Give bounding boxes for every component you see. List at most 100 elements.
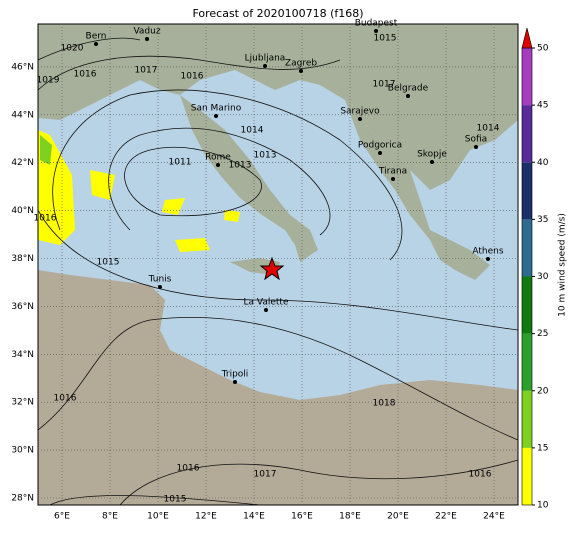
- lon-tick-label: 8°E: [102, 512, 118, 522]
- city-marker: [374, 29, 378, 33]
- balkans: [345, 100, 490, 280]
- colorbar-tick-label: 50: [537, 44, 549, 54]
- city-label: Athens: [472, 247, 503, 257]
- lon-tick-label: 20°E: [387, 512, 409, 522]
- lon-tick-label: 6°E: [54, 512, 70, 522]
- lat-tick-label: 30°N: [11, 446, 34, 456]
- lon-tick-label: 14°E: [243, 512, 265, 522]
- city-marker: [214, 114, 218, 118]
- africa: [38, 270, 518, 505]
- isobar: [38, 55, 341, 91]
- lat-tick-label: 32°N: [11, 398, 34, 408]
- isobar-label: 1016: [181, 72, 204, 82]
- city-marker: [486, 257, 490, 261]
- isobar-label: 1014: [241, 126, 264, 136]
- city-marker: [378, 151, 382, 155]
- city-label: Rome: [205, 153, 231, 163]
- colorbar-tick-label: 35: [537, 215, 548, 225]
- city-label: Sarajevo: [340, 107, 380, 117]
- lon-tick-label: 16°E: [291, 512, 313, 522]
- location-star: [259, 256, 285, 281]
- colorbar-tick-label: 30: [537, 272, 549, 282]
- colorbar-segment: [522, 276, 532, 334]
- isobar-label: 1013: [229, 161, 252, 171]
- city-marker: [94, 42, 98, 46]
- isobar: [124, 146, 262, 217]
- city-marker: [391, 177, 395, 181]
- colorbar-segment: [522, 162, 532, 220]
- isobar-label: 1016: [177, 464, 200, 474]
- city-marker: [358, 117, 362, 121]
- city-label: Zagreb: [285, 59, 317, 69]
- map-area: [38, 24, 518, 505]
- isobar: [38, 37, 141, 61]
- map-frame: [37, 23, 519, 506]
- colorbar-tick-label: 10: [537, 501, 549, 511]
- isobar-label: 1019: [37, 76, 60, 86]
- lat-tick-label: 34°N: [11, 350, 34, 360]
- city-label: Skopje: [417, 150, 447, 160]
- colorbar-extend: [521, 27, 533, 49]
- city-marker: [474, 145, 478, 149]
- lat-tick-label: 38°N: [11, 254, 34, 264]
- lat-tick-label: 44°N: [11, 110, 34, 120]
- colorbar-segment: [522, 219, 532, 277]
- isobar-label: 1018: [373, 399, 396, 409]
- isobar-label: 1015: [97, 258, 120, 268]
- city-label: Tunis: [148, 275, 172, 285]
- city-marker: [158, 285, 162, 289]
- city-label: Tirana: [378, 167, 407, 177]
- colorbar-tick-label: 25: [537, 329, 548, 339]
- isobar-label: 1015: [164, 495, 187, 505]
- city-marker: [264, 308, 268, 312]
- colorbar-tick-label: 40: [537, 158, 549, 168]
- city-label: Vaduz: [133, 27, 160, 37]
- city-label: Tripoli: [221, 370, 249, 380]
- isobar-label: 1011: [169, 158, 192, 168]
- isobar: [49, 495, 261, 505]
- isobar-label: 1016: [74, 70, 97, 80]
- lon-tick-label: 10°E: [147, 512, 169, 522]
- city-marker: [233, 380, 237, 384]
- colorbar-tick-label: 15: [537, 443, 548, 453]
- city-label: San Marino: [191, 104, 242, 114]
- lat-tick-label: 36°N: [11, 302, 34, 312]
- isobar-label: 1017: [254, 470, 277, 480]
- city-marker: [406, 94, 410, 98]
- lat-tick-label: 42°N: [11, 158, 34, 168]
- title: Forecast of 2020100718 (f168): [192, 7, 363, 20]
- city-label: Budapest: [355, 19, 398, 29]
- city-label: Podgorica: [358, 141, 402, 151]
- colorbar-segment: [522, 48, 532, 106]
- isobar-label: 1017: [373, 80, 396, 90]
- lon-tick-label: 24°E: [483, 512, 505, 522]
- isobar: [38, 317, 518, 441]
- isobar-label: 1016: [34, 214, 57, 224]
- isobar: [108, 127, 331, 236]
- lat-tick-label: 40°N: [11, 206, 34, 216]
- isobar: [52, 89, 403, 261]
- isobar-label: 1015: [374, 34, 397, 44]
- colorbar-segment: [522, 390, 532, 448]
- wind-patch: [40, 135, 52, 165]
- city-marker: [299, 69, 303, 73]
- colorbar-segment: [522, 333, 532, 391]
- isobar-label: 1014: [477, 124, 500, 134]
- wind-patch: [90, 170, 240, 252]
- isobar-label: 1016: [469, 470, 492, 480]
- city-label: Ljubljana: [245, 54, 286, 64]
- lon-tick-label: 12°E: [195, 512, 217, 522]
- colorbar-label: 10 m wind speed (m/s): [558, 213, 568, 317]
- isobar-label: 1013: [254, 151, 277, 161]
- city-marker: [263, 64, 267, 68]
- lon-tick-label: 22°E: [435, 512, 457, 522]
- isobar-label: 1016: [54, 394, 77, 404]
- city-marker: [216, 163, 220, 167]
- city-label: Bern: [86, 32, 107, 42]
- lat-tick-label: 28°N: [11, 494, 34, 504]
- city-label: Sofia: [465, 135, 487, 145]
- isobar-label: 1017: [135, 66, 158, 76]
- isobar-label: 1020: [61, 44, 84, 54]
- isobar: [119, 459, 518, 505]
